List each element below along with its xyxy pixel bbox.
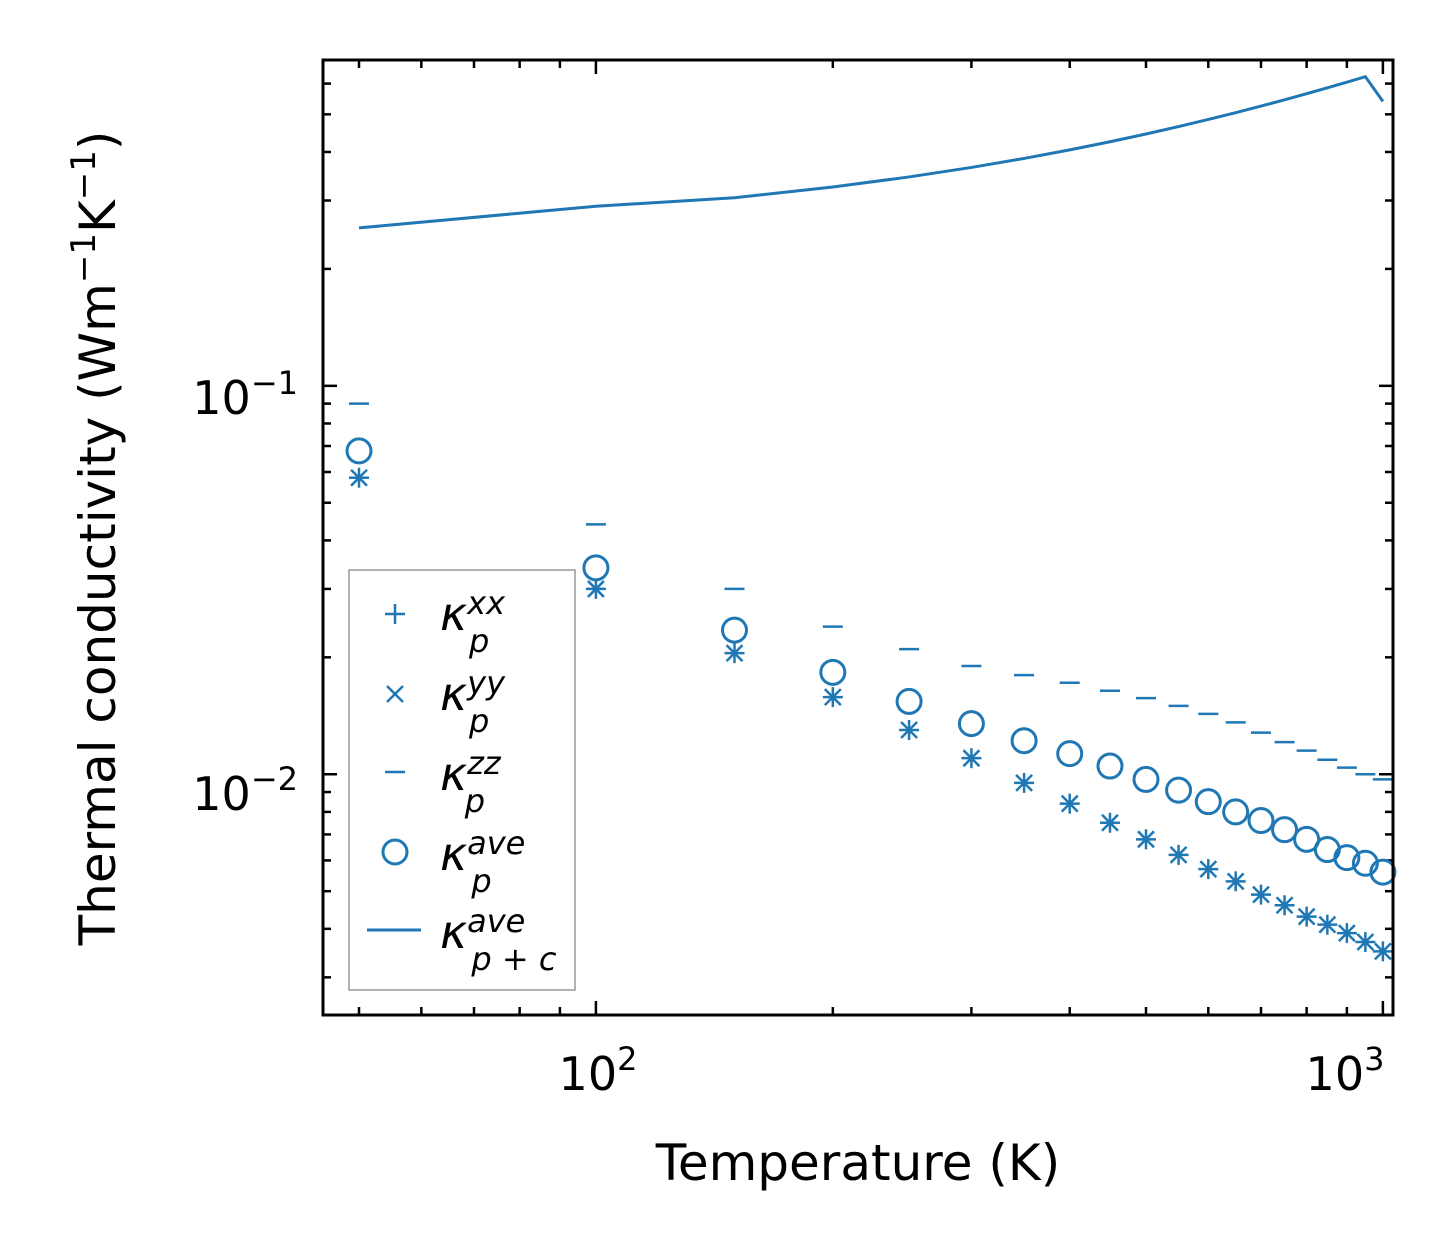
- point-kave-250: [895, 687, 923, 715]
- point-kyy-1000: [1374, 942, 1392, 961]
- point-kyy-950-b: [1356, 933, 1375, 951]
- legend-label-kave: κave p: [440, 824, 525, 900]
- point-kave-600: [1194, 788, 1222, 816]
- series-kzz: [349, 402, 1393, 781]
- point-kyy-400: [1060, 794, 1079, 813]
- point-kyy-400-b: [1060, 794, 1079, 813]
- plot-frame: [321, 58, 1395, 1017]
- point-kave-500: [1132, 765, 1160, 793]
- point-kyy-850-b: [1318, 915, 1337, 934]
- major-ticks: [323, 60, 1393, 1015]
- point-kyy-700-b: [1252, 885, 1270, 904]
- point-kave-450: [1096, 752, 1124, 780]
- point-kyy-50: [350, 468, 368, 487]
- legend-label-kxx: κxx p: [440, 584, 506, 660]
- point-kave-200: [819, 658, 847, 686]
- legend-box: [348, 569, 576, 991]
- x-tick-labels: 102 103: [559, 1040, 1385, 1101]
- y-axis-label: Thermal conductivity (Wm−1K−1): [64, 131, 127, 947]
- point-kyy-200-b: [823, 688, 842, 706]
- legend-symbols: [367, 604, 421, 932]
- series-kave: [345, 437, 1397, 886]
- point-kave-100: [582, 554, 610, 582]
- point-kyy-500-b: [1137, 830, 1155, 849]
- point-kyy-150-b: [725, 644, 744, 663]
- point-kave-650: [1222, 798, 1250, 826]
- y-tick-label-0.01: 10−2: [192, 760, 298, 821]
- point-kyy-850: [1318, 915, 1337, 934]
- point-kyy-950: [1356, 933, 1375, 951]
- legend-label-kave-pc: κave p + c: [440, 902, 557, 978]
- legend-symbol-kave: [381, 838, 409, 866]
- x-tick-label-1000: 103: [1306, 1040, 1385, 1101]
- point-kave-900: [1333, 844, 1361, 872]
- point-kyy-650-b: [1226, 872, 1245, 891]
- point-kyy-300: [962, 749, 981, 768]
- point-kave-300: [957, 710, 985, 738]
- legend-symbol-kyy: [386, 685, 404, 703]
- point-kave-750: [1271, 816, 1299, 844]
- point-kyy-300-b: [962, 749, 981, 768]
- line-kave_pc: [358, 74, 1385, 230]
- point-kyy-450-b: [1101, 813, 1119, 832]
- point-kyy-600: [1199, 860, 1218, 878]
- point-kyy-800: [1297, 907, 1316, 926]
- point-kyy-550-b: [1169, 846, 1188, 864]
- point-kyy-900: [1338, 924, 1356, 942]
- point-kyy-1000-b: [1374, 942, 1392, 961]
- point-kave-700: [1247, 807, 1275, 835]
- point-kyy-50-b: [350, 468, 368, 487]
- point-kyy-800-b: [1297, 907, 1316, 926]
- point-kyy-450: [1101, 813, 1119, 832]
- point-kave-150: [720, 616, 748, 644]
- series-kave_pc: [358, 74, 1385, 230]
- point-kyy-700: [1252, 885, 1270, 904]
- point-kyy-200: [823, 688, 842, 706]
- point-kyy-100-b: [587, 580, 605, 598]
- point-kave-950: [1351, 849, 1379, 877]
- legend-label-kzz: κzz p: [440, 744, 502, 820]
- x-axis-label: Temperature (K): [655, 1134, 1060, 1192]
- point-kave-400: [1056, 740, 1084, 768]
- point-kave-550: [1165, 776, 1193, 804]
- y-tick-label-0.1: 10−1: [192, 364, 298, 425]
- y-tick-labels: 10−2 10−1: [192, 364, 298, 821]
- point-kyy-600-b: [1199, 860, 1218, 878]
- point-kyy-150: [725, 644, 744, 663]
- point-kyy-250-b: [900, 721, 918, 739]
- legend-symbol-kyy-b: [386, 685, 404, 703]
- point-kyy-350-b: [1015, 774, 1033, 792]
- legend: κxx p κyy p κzz p κave p κave p + c: [348, 569, 576, 991]
- point-kave-350: [1010, 727, 1038, 755]
- legend-label-kyy: κyy p: [440, 664, 506, 740]
- point-kyy-750: [1275, 896, 1294, 915]
- x-tick-label-100: 102: [559, 1040, 638, 1101]
- point-kyy-500: [1137, 830, 1155, 849]
- point-kave-1000: [1369, 858, 1397, 886]
- point-kyy-100: [587, 580, 605, 598]
- point-kyy-750-b: [1275, 896, 1294, 915]
- point-kyy-900-b: [1338, 924, 1356, 942]
- series-kyy: [350, 468, 1392, 961]
- point-kave-50: [345, 437, 373, 465]
- series-layer: [345, 74, 1397, 962]
- legend-symbol-kxx: [385, 604, 405, 624]
- point-kyy-550: [1169, 846, 1188, 864]
- point-kyy-650: [1226, 872, 1245, 891]
- point-kyy-250: [900, 721, 918, 739]
- point-kyy-350: [1015, 774, 1033, 792]
